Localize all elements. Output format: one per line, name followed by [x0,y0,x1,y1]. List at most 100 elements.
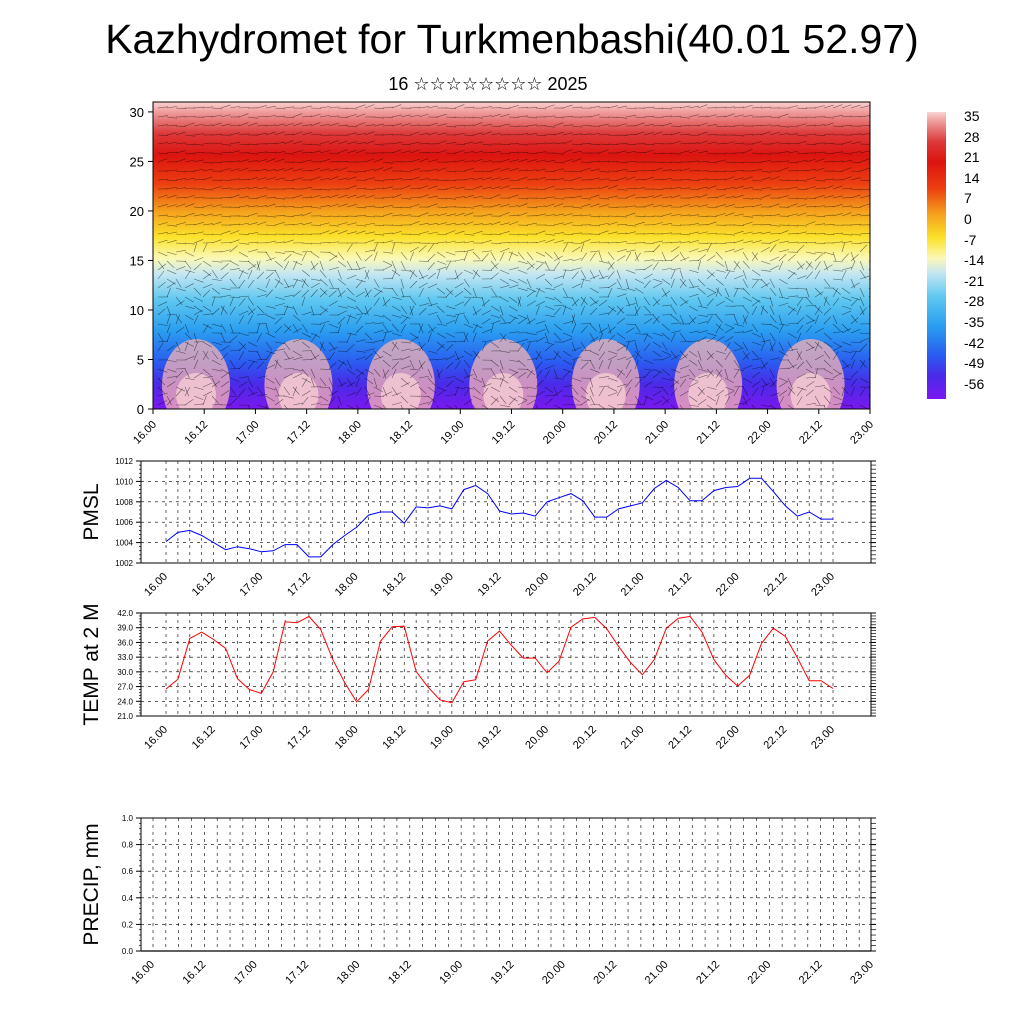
wind-barb [832,241,843,244]
wind-barb [517,318,527,325]
wind-barb [787,105,798,109]
wind-barb [184,283,195,289]
wind-barb [634,296,639,307]
wind-barb [643,176,654,181]
wind-barb [643,280,651,289]
wind-barb [769,141,780,145]
wind-barb [841,404,852,406]
wind-barb [481,340,492,343]
wind-barb [607,179,618,182]
wind-barb [490,272,499,280]
wind-barb [589,241,600,244]
wind-barb [481,253,489,262]
wind-barb [733,194,744,199]
wind-barb [526,133,537,136]
wind-barb [337,116,348,118]
wind-barb [823,264,833,271]
wind-barb [796,152,807,155]
wind-barb [715,106,726,109]
wind-barb [472,177,483,181]
wind-barb [805,241,816,244]
wind-barb [337,290,346,298]
wind-barb [427,326,437,334]
wind-barb [355,260,361,271]
wind-barb [859,232,870,235]
wind-barb [652,222,663,226]
wind-barb [418,274,429,280]
wind-barb [625,107,636,109]
wind-barb [454,377,465,383]
wind-barb [193,106,204,109]
colorbar-label: -49 [964,355,985,372]
wind-barb [310,332,321,338]
wind-barb [643,195,654,199]
colorbar-label: -28 [964,293,985,310]
wind-barb [760,404,771,408]
wind-barb [508,305,518,312]
wind-barb [616,341,627,347]
x-tick-label: 18.12 [380,571,408,599]
wind-barb [562,221,573,226]
wind-barb [355,368,365,376]
wind-barb [454,133,465,136]
wind-barb [526,251,534,261]
wind-barb [220,381,230,388]
wind-barb [787,233,799,235]
wind-barb [751,188,762,191]
wind-barb [418,212,429,217]
wind-barb [499,212,510,217]
wind-barb [508,168,519,172]
wind-barb [283,239,294,244]
wind-barb [409,187,420,190]
wind-barb [472,269,481,278]
wind-barb [544,214,555,217]
wind-barb [301,368,309,377]
wind-barb [544,395,555,397]
wind-barb [409,246,419,253]
wind-barb [265,323,270,334]
wind-barb [760,124,771,127]
wind-barb [688,368,696,378]
wind-barb [436,343,445,352]
wind-barb [616,278,622,289]
wind-barb [697,178,708,181]
wind-barb [589,187,600,190]
wind-barb [418,178,429,181]
wind-barb [724,204,735,208]
wind-barb [373,339,384,343]
wind-barb [571,150,582,154]
wind-barb [490,260,498,269]
wind-barb [724,368,729,379]
wind-barb [463,188,474,191]
wind-barb [229,132,240,136]
wind-barb [373,368,381,377]
wind-barb [472,296,483,299]
wind-barb [796,188,807,191]
wind-barb [364,348,375,352]
wind-barb [823,206,835,208]
wind-barb [823,152,834,155]
wind-barb [382,277,393,280]
wind-barb [706,272,715,280]
wind-barb [184,368,190,379]
wind-barb [346,132,357,136]
wind-barb [724,270,731,280]
wind-barb [706,170,717,172]
wind-barb [211,260,222,263]
wind-barb [472,132,483,136]
wind-barb [220,332,226,343]
wind-barbs [157,104,870,409]
wind-barb [391,141,402,145]
wind-barb [454,290,464,298]
wind-barb [751,279,759,289]
wind-barb [526,260,535,269]
wind-barb [670,152,681,155]
wind-barb [607,231,618,235]
wind-barb [535,159,546,163]
wind-barb [265,404,268,409]
wind-barb [598,242,609,244]
wind-barb [715,324,722,334]
wind-barb [454,360,461,370]
wind-barb [634,376,645,379]
wind-barb [697,140,708,145]
